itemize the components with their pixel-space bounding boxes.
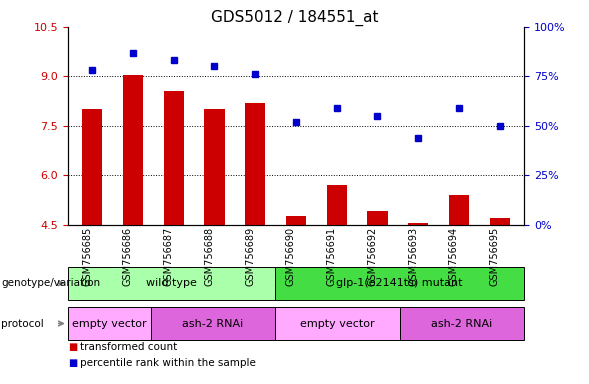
Text: GSM756694: GSM756694 <box>449 227 459 286</box>
Text: GSM756691: GSM756691 <box>327 227 337 286</box>
Text: GSM756686: GSM756686 <box>123 227 133 286</box>
Text: empty vector: empty vector <box>72 318 147 329</box>
Text: wild type: wild type <box>146 278 197 288</box>
Text: percentile rank within the sample: percentile rank within the sample <box>80 358 256 368</box>
Text: protocol: protocol <box>1 318 44 329</box>
Bar <box>286 217 306 225</box>
Bar <box>82 109 102 225</box>
Bar <box>489 218 510 225</box>
Text: glp-1(e2141ts) mutant: glp-1(e2141ts) mutant <box>336 278 463 288</box>
Text: GSM756685: GSM756685 <box>82 227 92 286</box>
Bar <box>164 91 184 225</box>
Bar <box>245 103 266 225</box>
Bar <box>326 185 347 225</box>
Bar <box>275 267 524 300</box>
Bar <box>68 267 275 300</box>
Bar <box>368 212 388 225</box>
Text: genotype/variation: genotype/variation <box>1 278 100 288</box>
Text: GSM756690: GSM756690 <box>286 227 296 286</box>
Text: ■: ■ <box>68 342 77 352</box>
Bar <box>123 74 143 225</box>
Text: ■: ■ <box>68 358 77 368</box>
Bar <box>204 109 224 225</box>
Text: GSM756687: GSM756687 <box>164 227 174 286</box>
Text: GSM756692: GSM756692 <box>368 227 378 286</box>
Bar <box>408 223 428 225</box>
Bar <box>449 195 469 225</box>
Text: ash-2 RNAi: ash-2 RNAi <box>431 318 492 329</box>
Text: empty vector: empty vector <box>300 318 375 329</box>
Text: GDS5012 / 184551_at: GDS5012 / 184551_at <box>211 10 378 26</box>
Bar <box>275 307 400 340</box>
Text: ash-2 RNAi: ash-2 RNAi <box>183 318 244 329</box>
Bar <box>151 307 275 340</box>
Bar <box>68 307 151 340</box>
Text: GSM756689: GSM756689 <box>245 227 255 286</box>
Bar <box>400 307 524 340</box>
Text: GSM756688: GSM756688 <box>204 227 214 286</box>
Text: GSM756693: GSM756693 <box>408 227 418 286</box>
Text: GSM756695: GSM756695 <box>490 227 499 286</box>
Text: transformed count: transformed count <box>80 342 177 352</box>
